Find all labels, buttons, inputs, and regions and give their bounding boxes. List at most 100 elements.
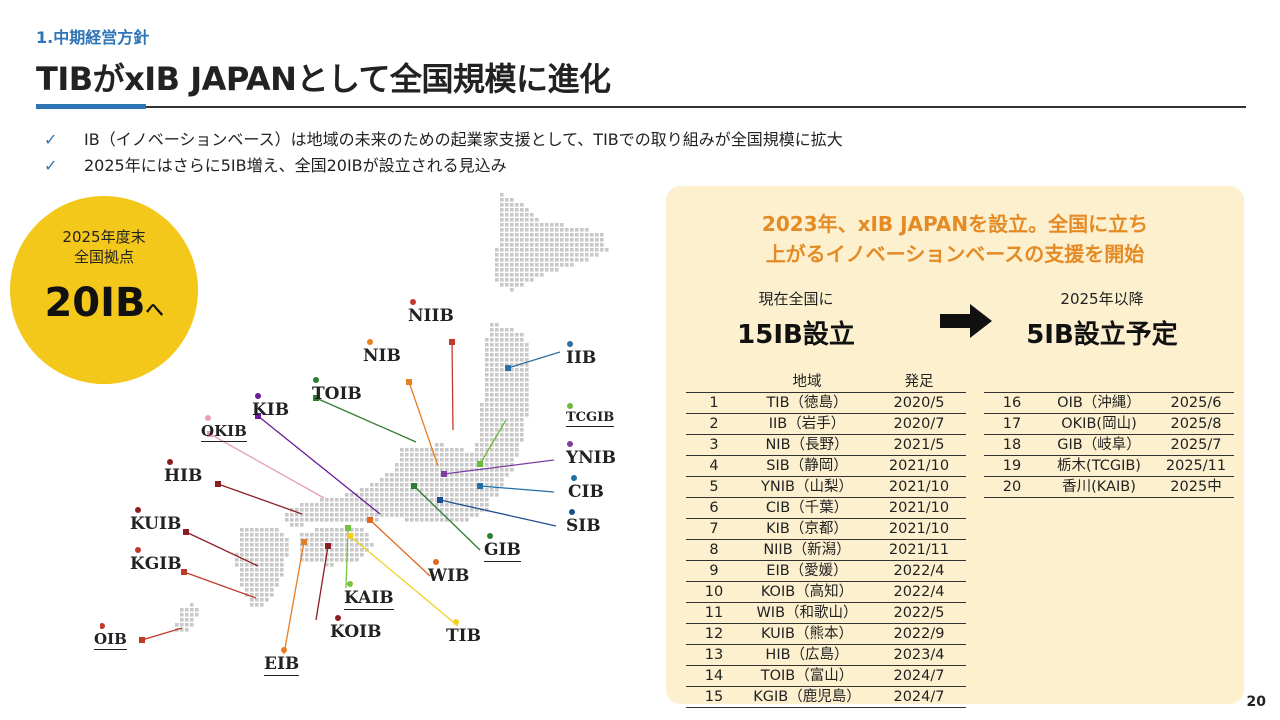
map-dot	[330, 563, 334, 567]
map-dot	[525, 278, 529, 282]
map-dot	[265, 573, 269, 577]
map-dot	[350, 493, 354, 497]
map-dot	[495, 383, 499, 387]
map-dot	[545, 233, 549, 237]
map-dot	[510, 343, 514, 347]
map-dot	[510, 268, 514, 272]
map-dot	[415, 458, 419, 462]
map-dot	[410, 488, 414, 492]
map-dot	[485, 493, 489, 497]
map-dot	[500, 408, 504, 412]
map-dot	[405, 483, 409, 487]
map-dot	[415, 473, 419, 477]
leader-kib	[257, 415, 381, 515]
map-dot	[490, 468, 494, 472]
label-dot	[347, 581, 353, 587]
map-dot	[485, 418, 489, 422]
map-dot	[460, 518, 464, 522]
map-dot	[420, 478, 424, 482]
map-dot	[415, 518, 419, 522]
map-dot	[520, 393, 524, 397]
map-dot	[445, 453, 449, 457]
map-dot	[255, 553, 259, 557]
map-dot	[590, 248, 594, 252]
map-dot	[520, 438, 524, 442]
map-dot	[515, 343, 519, 347]
founded-bases-table: 地域 発足 1 TIB（徳島） 2020/5 2 IIB（岩手） 2020/7 3 NIB（長…	[686, 372, 966, 708]
map-dot	[405, 458, 409, 462]
map-dot	[590, 253, 594, 257]
map-dot	[195, 613, 199, 617]
map-dot	[500, 358, 504, 362]
map-dot	[445, 518, 449, 522]
section-label: 1.中期経営方針	[36, 28, 150, 47]
map-dot	[490, 358, 494, 362]
map-dot	[420, 458, 424, 462]
map-dot	[335, 543, 339, 547]
map-dot	[515, 258, 519, 262]
map-dot	[335, 528, 339, 532]
map-dot	[505, 413, 509, 417]
map-dot	[180, 608, 184, 612]
panel-headline-1: 2023年、xIB JAPANを設立。全国に立ち	[761, 212, 1149, 236]
map-dot	[425, 488, 429, 492]
map-dot	[505, 208, 509, 212]
map-dot	[455, 508, 459, 512]
map-label-niib: NIIB	[408, 306, 454, 326]
map-dot	[365, 498, 369, 502]
map-dot	[600, 243, 604, 247]
leader-kuib	[185, 531, 259, 567]
map-dot	[485, 353, 489, 357]
row-region: TIB（徳島）	[766, 395, 848, 411]
map-dot	[525, 238, 529, 242]
map-dot	[495, 378, 499, 382]
map-dot	[345, 513, 349, 517]
map-dot	[500, 428, 504, 432]
map-dot	[595, 233, 599, 237]
row-date: 2025/6	[1170, 395, 1222, 411]
table-row: 17 OKIB(岡山) 2025/8	[984, 414, 1234, 435]
label-dot	[335, 615, 341, 621]
map-dot	[250, 528, 254, 532]
map-dot	[435, 453, 439, 457]
map-dot	[535, 273, 539, 277]
map-dot	[595, 238, 599, 242]
map-dot	[515, 418, 519, 422]
map-dot	[480, 488, 484, 492]
map-dot	[500, 353, 504, 357]
map-dot	[505, 248, 509, 252]
map-dot	[465, 478, 469, 482]
map-dot	[460, 493, 464, 497]
map-dot	[435, 493, 439, 497]
map-dot	[520, 283, 524, 287]
map-dot	[475, 503, 479, 507]
map-dot	[560, 233, 564, 237]
map-dot	[520, 203, 524, 207]
map-dot	[310, 508, 314, 512]
map-dot	[195, 608, 199, 612]
map-dot	[255, 583, 259, 587]
map-label-tcgib: TCGIB	[566, 410, 615, 427]
map-dot	[425, 503, 429, 507]
map-dot	[525, 368, 529, 372]
map-dot	[385, 503, 389, 507]
map-dot	[430, 488, 434, 492]
map-dot	[460, 478, 464, 482]
row-date: 2021/10	[888, 500, 950, 516]
map-dot	[325, 533, 329, 537]
map-dot	[455, 478, 459, 482]
japan-map: NIIB NIB IIB TOIB KIB OKIB TCGIB YNIB CI…	[94, 180, 660, 720]
map-dot	[265, 533, 269, 537]
map-dot	[510, 448, 514, 452]
map-dot	[180, 613, 184, 617]
map-dot	[430, 453, 434, 457]
map-dot	[455, 483, 459, 487]
map-dot	[595, 243, 599, 247]
map-dot	[240, 558, 244, 562]
map-dot	[330, 528, 334, 532]
map-dot	[470, 498, 474, 502]
map-dot	[495, 443, 499, 447]
map-dot	[385, 513, 389, 517]
map-dot	[235, 563, 239, 567]
map-dot	[550, 263, 554, 267]
